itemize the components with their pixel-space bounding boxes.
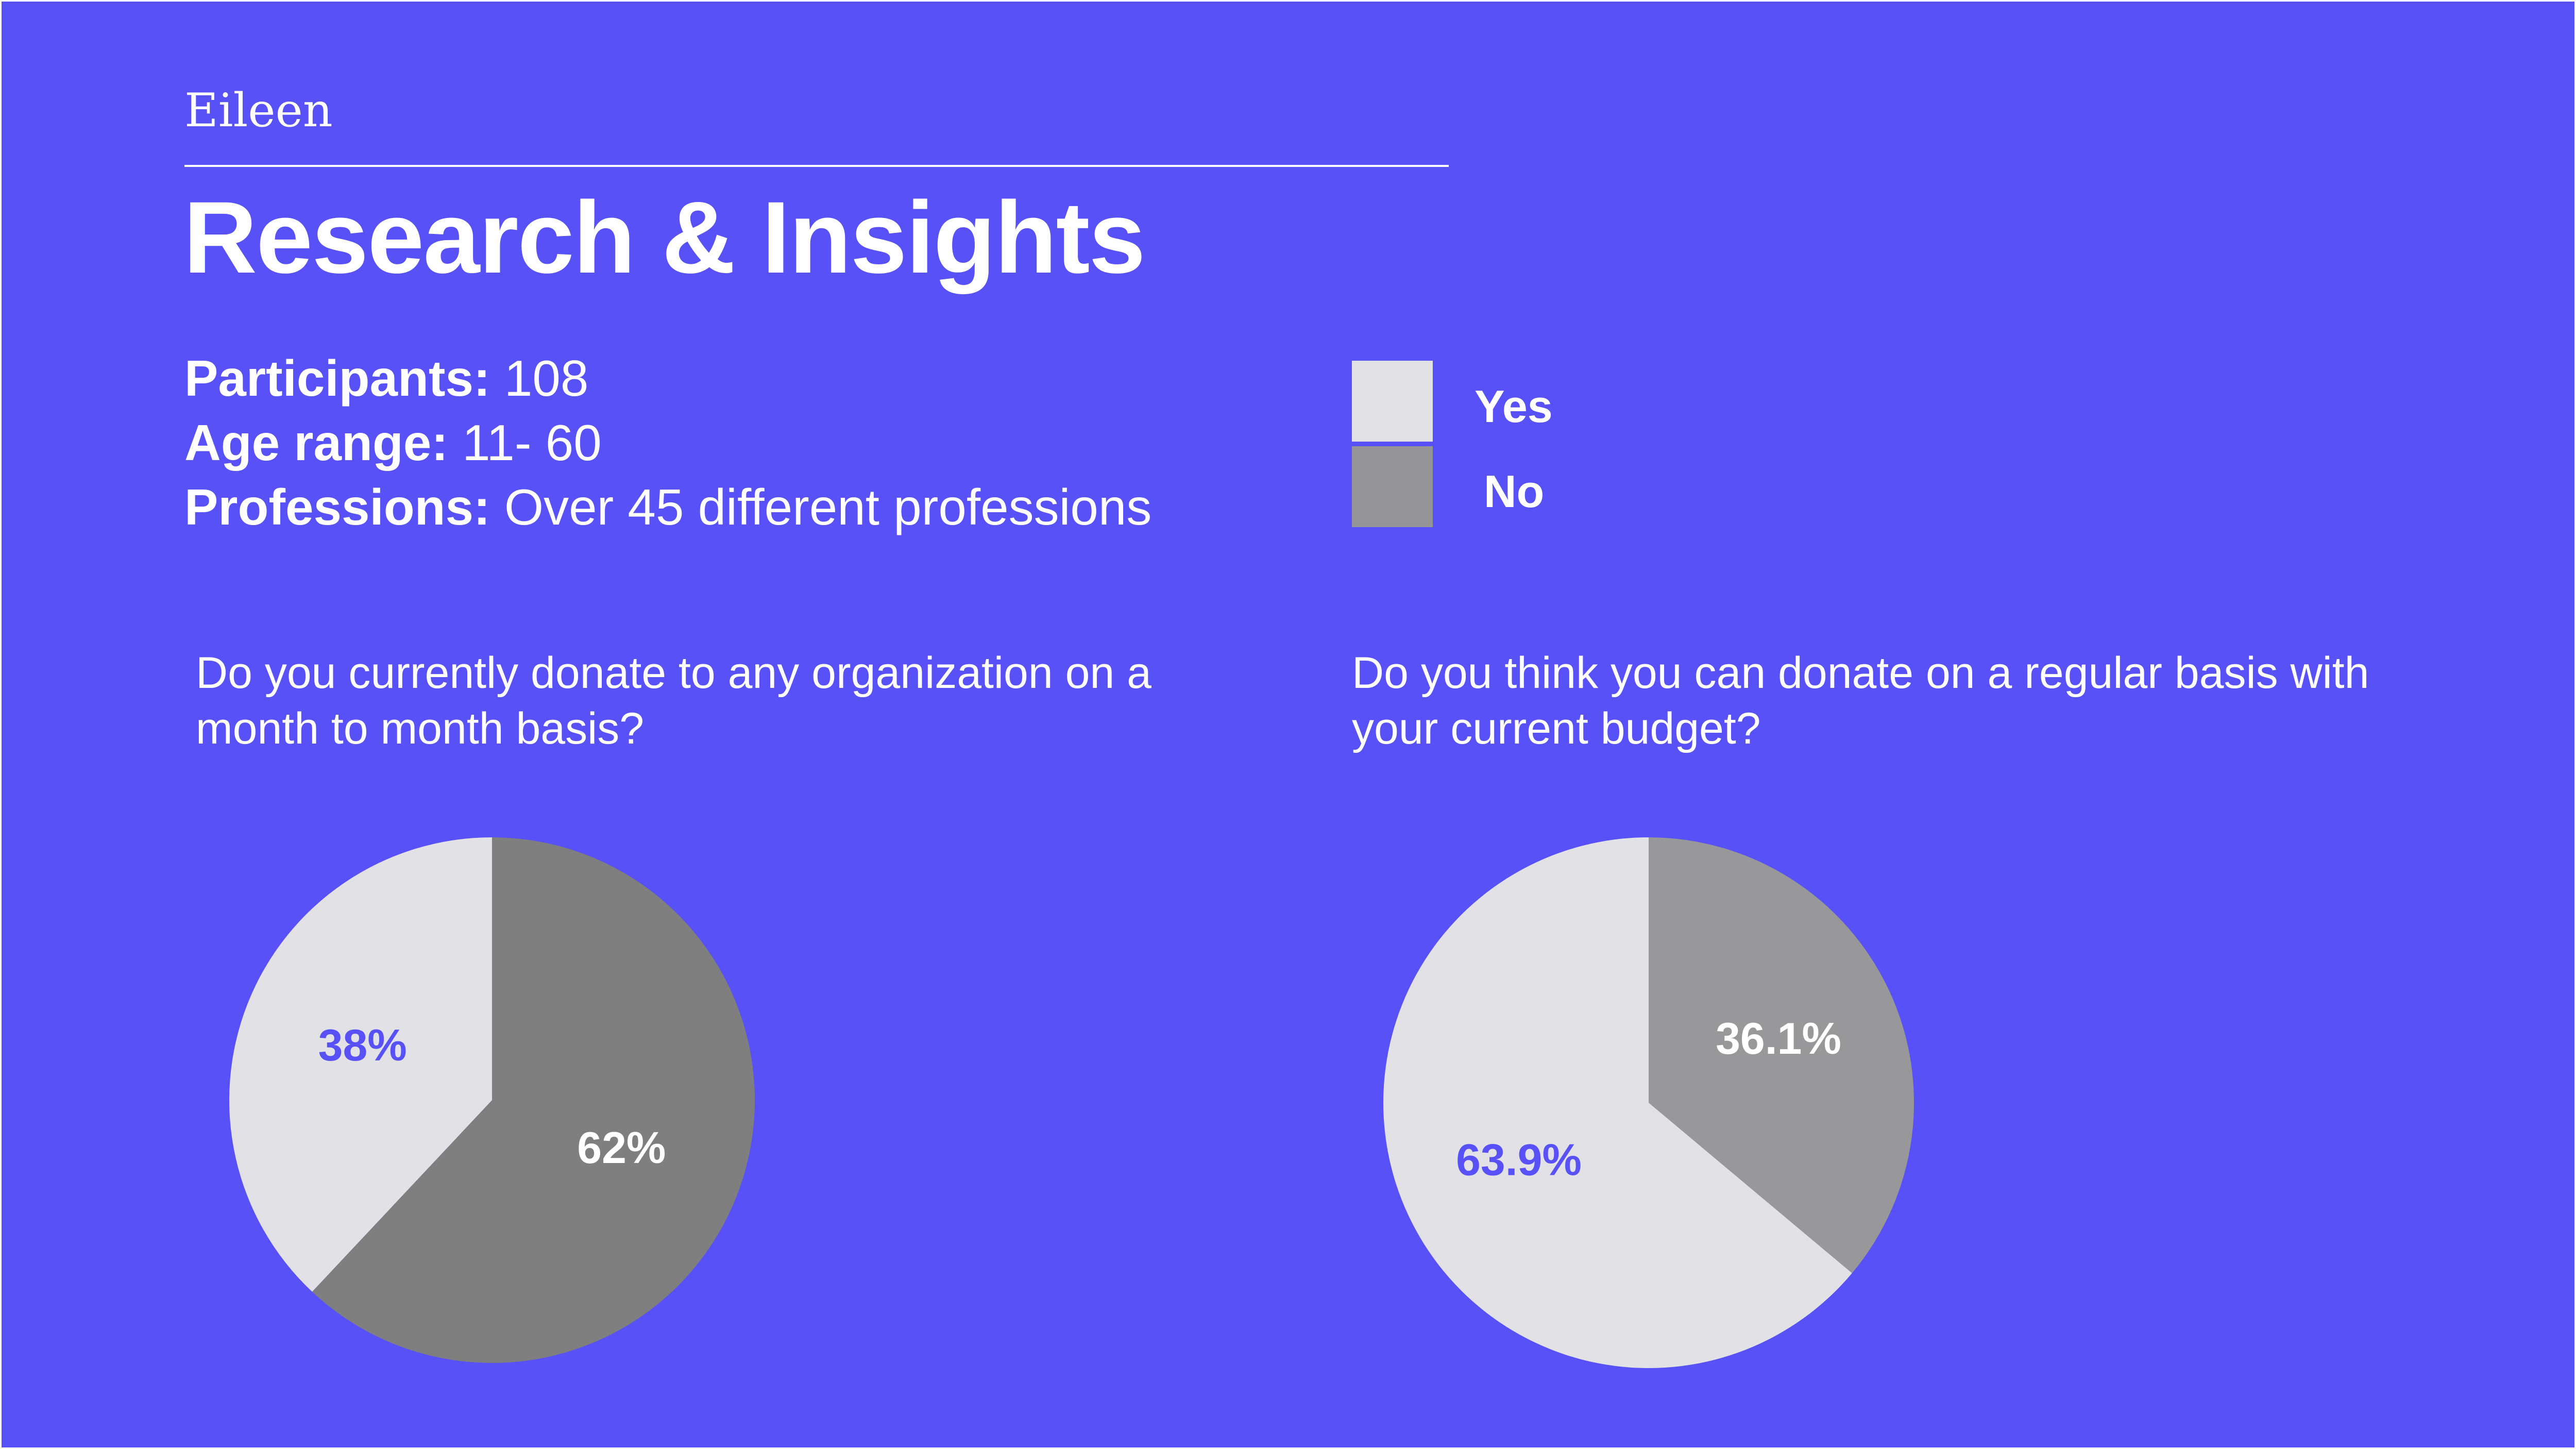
pie-slice-yes [1383,837,1852,1368]
header-divider [184,165,1449,167]
pie-slice-no [1649,837,1914,1273]
participant-stats: Participants: 108 Age range: 11- 60 Prof… [184,346,1151,540]
question-2: Do you think you can donate on a regular… [1352,648,2369,753]
pie-label-yes: 38% [318,1021,407,1070]
stat-professions-key: Professions: [184,479,490,535]
stat-professions-value: Over 45 different professions [490,479,1152,535]
stat-participants: Participants: 108 [184,346,1151,411]
pie-slice-no [312,837,755,1363]
legend-label-yes: Yes [1475,381,1553,432]
pie-label-no: 62% [577,1123,666,1173]
question-1: Do you currently donate to any organizat… [196,648,1151,753]
legend-swatch-no [1352,446,1433,527]
stat-age-range: Age range: 11- 60 [184,411,1151,475]
page-title: Research & Insights [183,180,1146,294]
pie-label-yes: 63.9% [1456,1135,1582,1185]
stat-age-range-key: Age range: [184,414,448,471]
stat-participants-value: 108 [490,350,589,407]
pie-label-no: 36.1% [1716,1014,1841,1064]
stat-participants-key: Participants: [184,350,490,407]
pie-chart-2: 36.1% 63.9% [1383,837,1914,1368]
stat-professions: Professions: Over 45 different professio… [184,475,1151,540]
legend-swatch-yes [1352,361,1433,442]
brand-name: Eileen [184,83,333,138]
stat-age-range-value: 11- 60 [448,414,602,471]
pie-chart-1: 62% 38% [229,837,755,1363]
pie-slice-yes [229,837,492,1292]
legend-label-no: No [1484,466,1545,517]
